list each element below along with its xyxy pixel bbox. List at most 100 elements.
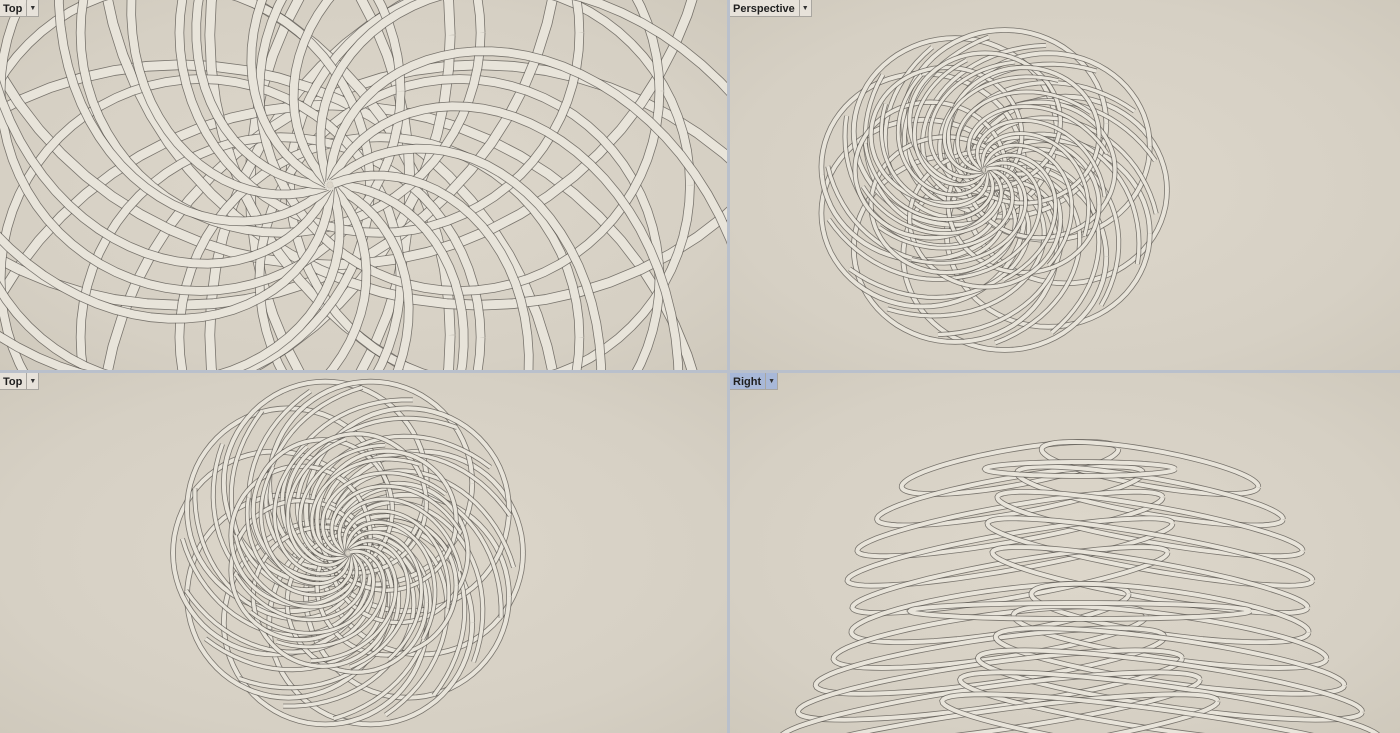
loop-curve (102, 59, 727, 370)
loop-curve (0, 99, 698, 370)
loop-curve (0, 0, 558, 311)
viewport-top[interactable]: Top ▼ (0, 373, 727, 733)
spiral-curve (861, 168, 1004, 236)
spiral-curve (0, 80, 334, 269)
viewport-label-active[interactable]: Right ▼ (730, 373, 779, 390)
spiral-curve (294, 415, 458, 558)
viewport-label[interactable]: Perspective ▼ (730, 0, 812, 17)
loop-curve (303, 405, 512, 615)
ring-curve (939, 691, 1314, 733)
ring-curve (994, 489, 1306, 559)
spiral-curve (336, 496, 463, 572)
ring-curve (1028, 581, 1312, 645)
loop-curve (75, 132, 486, 370)
loop-curve (945, 64, 1102, 206)
spiral-curve (126, 0, 329, 200)
spiral-curve (895, 73, 988, 198)
chevron-down-icon[interactable]: ▼ (766, 373, 779, 390)
loop-curve (285, 0, 695, 370)
loop-curve (0, 59, 558, 370)
spiral-curve (297, 442, 386, 562)
spiral-curve (346, 530, 424, 662)
spiral-curve (911, 165, 1028, 266)
viewport-name[interactable]: Top (0, 0, 28, 17)
spiral-curve (332, 180, 469, 370)
spiral-curve (246, 0, 330, 189)
ring-curve (974, 647, 1365, 723)
spiral-curve (974, 118, 1108, 198)
spiral-curve (954, 160, 1043, 281)
spiral-curve (331, 170, 534, 370)
spiral-curve (966, 104, 1109, 172)
spiral-curve (283, 543, 417, 709)
spiral-curve (912, 58, 987, 188)
viewport-name[interactable]: Perspective (730, 0, 800, 17)
chevron-down-icon[interactable]: ▼ (27, 373, 40, 390)
spiral-curve (330, 181, 414, 370)
spiral-curve (328, 143, 606, 370)
loop-curve (102, 0, 727, 311)
spiral-curve (862, 142, 996, 222)
viewport-label[interactable]: Top ▼ (0, 0, 40, 17)
viewport-top-zoomed[interactable]: Top ▼ (0, 0, 727, 370)
spiral-curve (258, 465, 351, 586)
spiral-curve (942, 74, 1059, 175)
spiral-curve (955, 89, 1093, 173)
curve-network-perspective (818, 27, 1170, 353)
spiral-curve (982, 142, 1075, 267)
viewport-name[interactable]: Top (0, 373, 28, 390)
spiral-curve (309, 456, 421, 557)
ring-curve (906, 600, 1253, 622)
spiral-curve (248, 550, 376, 636)
loop-curve (0, 0, 375, 370)
curve-network-side (780, 439, 1380, 733)
loop-curve (174, 0, 585, 238)
ring-curve (984, 515, 1316, 589)
ring-curve (957, 669, 1380, 733)
spiral-curve (285, 436, 349, 568)
loop-curve (868, 134, 1025, 276)
spiral-curve (234, 551, 367, 623)
chevron-down-icon[interactable]: ▼ (799, 0, 812, 17)
viewport-perspective[interactable]: Perspective ▼ (730, 0, 1400, 370)
spiral-curve (191, 0, 328, 190)
viewport-name[interactable]: Right (730, 373, 767, 390)
ring-curve (1010, 603, 1330, 671)
spiral-curve (332, 536, 433, 721)
loop-curve (254, 0, 665, 296)
spiral-curve (927, 59, 1016, 180)
spiral-curve (272, 444, 350, 576)
loop-curve (75, 0, 486, 238)
spiral-curve (342, 508, 452, 609)
spiral-curve (347, 538, 411, 670)
loop-curve (204, 0, 423, 370)
spiral-curve (310, 544, 399, 664)
spiral-curve (244, 497, 354, 598)
spiral-curve (0, 186, 345, 370)
ring-curve (981, 459, 1178, 479)
spiral-curve (877, 167, 1015, 251)
spiral-curve (54, 0, 332, 227)
spiral-curve (980, 131, 1091, 237)
spiral-curve (326, 101, 684, 370)
ring-curve (992, 625, 1348, 697)
spiral-curve (204, 550, 388, 673)
spiral-curve (345, 520, 438, 641)
curve-network-top (170, 378, 526, 728)
ring-curve (1038, 439, 1262, 497)
spiral-curve (325, 46, 727, 245)
spiral-curve (920, 42, 1047, 201)
spiral-curve (329, 483, 462, 555)
viewport-right[interactable]: Right ▼ (730, 373, 1400, 733)
spiral-curve (983, 152, 1058, 282)
spiral-curve (233, 534, 360, 610)
viewport-label[interactable]: Top ▼ (0, 373, 40, 390)
loop-curve (0, 0, 698, 271)
chevron-down-icon[interactable]: ▼ (27, 0, 40, 17)
loop-curve (907, 148, 1063, 290)
spiral-curve (315, 0, 727, 184)
curve-network-zoomed (0, 0, 727, 370)
ring-curve (846, 691, 1221, 733)
loop-curve (204, 0, 423, 370)
